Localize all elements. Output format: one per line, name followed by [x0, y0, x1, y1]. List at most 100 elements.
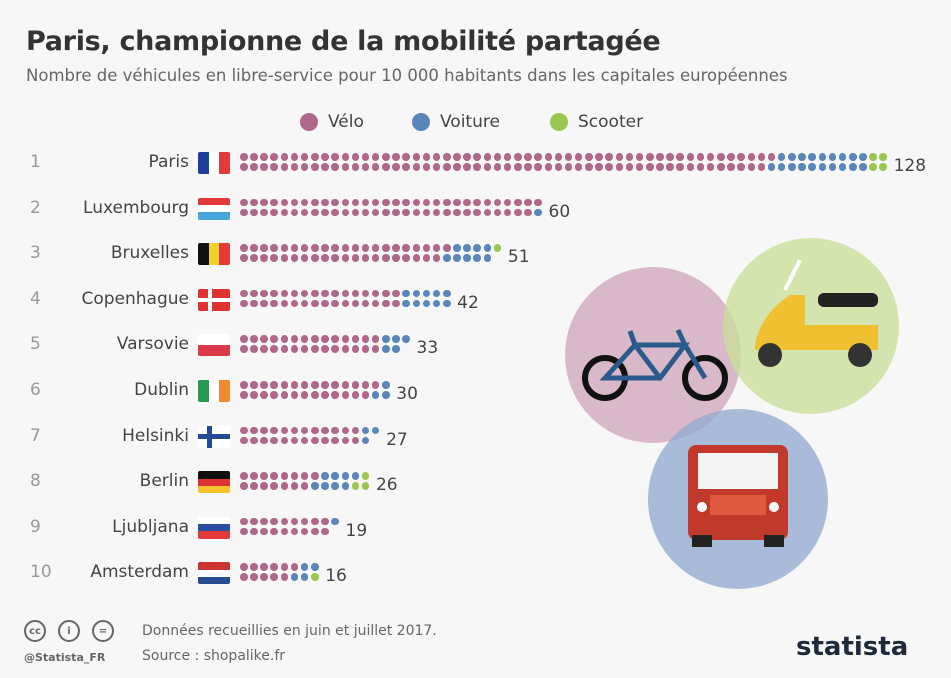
dot-velo: [574, 153, 583, 161]
dot-velo: [727, 163, 735, 171]
dot-velo: [483, 208, 492, 217]
dot-voiture: [777, 163, 786, 171]
dot-velo: [382, 289, 390, 298]
dot-velo: [260, 163, 268, 171]
dot-voiture: [392, 345, 400, 353]
flag-fr-icon: [198, 152, 230, 174]
dot-velo: [270, 517, 278, 526]
dot-velo: [260, 391, 268, 399]
dot-velo: [240, 289, 248, 298]
dot-velo: [331, 163, 339, 171]
illustrations: [565, 238, 899, 589]
dot-voiture: [859, 163, 867, 171]
dot-velo: [280, 163, 289, 171]
dot-velo: [290, 426, 299, 435]
dot-velo: [280, 381, 289, 389]
dot-velo: [240, 299, 248, 308]
legend-swatch: [412, 113, 430, 131]
dot-velo: [483, 198, 492, 207]
dot-velo: [717, 163, 725, 171]
dot-velo: [260, 563, 268, 571]
dot-velo: [260, 208, 268, 217]
dot-velo: [260, 482, 268, 490]
dot-velo: [341, 208, 349, 217]
dot-scooter: [879, 163, 887, 171]
dot-velo: [270, 436, 278, 445]
dot-velo: [270, 335, 278, 343]
dot-velo: [311, 436, 319, 445]
dot-voiture: [859, 153, 867, 161]
legend-swatch: [550, 113, 568, 131]
dot-velo: [260, 153, 268, 161]
dot-velo: [361, 254, 370, 262]
dot-velo: [585, 153, 593, 161]
dot-voiture: [483, 244, 492, 252]
dot-velo: [392, 153, 400, 161]
dot-velo: [392, 289, 400, 298]
dot-velo: [595, 163, 603, 171]
dot-velo: [300, 335, 309, 343]
flag-pl-icon: [198, 334, 230, 357]
dot-velo: [270, 426, 278, 435]
dot-voiture: [351, 472, 360, 480]
dot-voiture: [321, 472, 329, 480]
dot-voiture: [473, 244, 481, 252]
dot-velo: [453, 208, 461, 217]
dot-velo: [240, 517, 248, 526]
dot-velo: [493, 198, 502, 207]
dot-velo: [341, 153, 349, 161]
total-value: 60: [548, 201, 571, 222]
dot-velo: [321, 299, 329, 308]
rank-label: 8: [30, 471, 41, 492]
dot-velo: [361, 335, 370, 343]
dot-velo: [321, 289, 329, 298]
dot-scooter: [869, 163, 877, 171]
legend-item-voiture: Voiture: [412, 112, 500, 132]
dot-voiture: [432, 289, 441, 298]
dot-velo: [432, 244, 441, 252]
dot-velo: [290, 244, 299, 252]
dot-velo: [260, 254, 268, 262]
dot-voiture: [311, 482, 319, 490]
dot-velo: [463, 153, 471, 161]
flag-be-icon: [198, 243, 230, 266]
dot-voiture: [798, 163, 806, 171]
dot-velo: [402, 208, 410, 217]
dot-velo: [240, 573, 248, 581]
dot-velo: [280, 335, 289, 343]
dot-velo: [382, 198, 390, 207]
dot-velo: [260, 426, 268, 435]
dot-voiture: [808, 153, 816, 161]
dot-scooter: [361, 482, 370, 490]
dot-velo: [503, 208, 512, 217]
dot-velo: [270, 482, 278, 490]
legend-label: Scooter: [578, 112, 644, 132]
dot-velo: [331, 391, 339, 399]
chart-title: Paris, championne de la mobilité partagé…: [26, 26, 661, 57]
dot-velo: [514, 163, 522, 171]
dot-velo: [270, 208, 278, 217]
dot-velo: [240, 163, 248, 171]
dot-velo: [371, 163, 380, 171]
dot-velo: [321, 381, 329, 389]
dot-velo: [250, 244, 258, 252]
dot-velo: [321, 208, 329, 217]
dot-velo: [311, 472, 319, 480]
dot-velo: [250, 426, 258, 435]
dot-velo: [625, 163, 634, 171]
dot-velo: [270, 299, 278, 308]
dot-velo: [331, 335, 339, 343]
dot-velo: [696, 163, 705, 171]
dot-velo: [341, 381, 349, 389]
dot-velo: [321, 244, 329, 252]
dot-velo: [463, 198, 471, 207]
dot-velo: [321, 436, 329, 445]
dot-voiture: [828, 153, 837, 161]
dot-velo: [300, 381, 309, 389]
flag-de-icon: [198, 471, 230, 494]
dot-velo: [412, 153, 421, 161]
dot-velo: [514, 198, 522, 207]
dot-voiture: [341, 482, 349, 490]
city-label: Berlin: [139, 471, 189, 492]
rank-label: 1: [30, 152, 41, 172]
